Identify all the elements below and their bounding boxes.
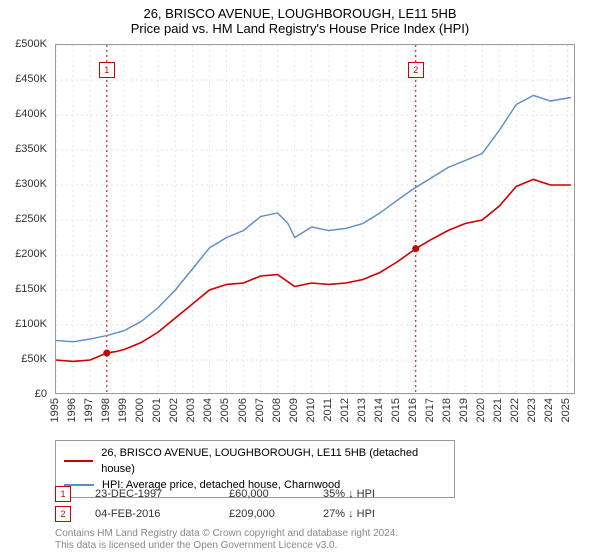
marker-badge-on-chart: 1 bbox=[99, 62, 115, 78]
y-tick-label: £500K bbox=[0, 38, 47, 50]
x-tick-label: 2001 bbox=[151, 398, 163, 422]
chart-title-1: 26, BRISCO AVENUE, LOUGHBOROUGH, LE11 5H… bbox=[0, 6, 600, 21]
x-tick-label: 2018 bbox=[441, 398, 453, 422]
x-tick-label: 2007 bbox=[254, 398, 266, 422]
x-tick-label: 1997 bbox=[83, 398, 95, 422]
legend-swatch-price-paid bbox=[64, 460, 93, 462]
legend-label-price-paid: 26, BRISCO AVENUE, LOUGHBOROUGH, LE11 5H… bbox=[101, 445, 446, 477]
x-tick-label: 1995 bbox=[49, 398, 61, 422]
y-tick-label: £100K bbox=[0, 318, 47, 330]
y-tick-label: £0 bbox=[0, 388, 47, 400]
x-tick-label: 2014 bbox=[373, 398, 385, 422]
x-tick-label: 2025 bbox=[560, 398, 572, 422]
marker-badge-icon: 1 bbox=[55, 486, 71, 502]
marker-price: £209,000 bbox=[229, 508, 299, 520]
footer-attribution: Contains HM Land Registry data © Crown c… bbox=[55, 528, 398, 552]
x-tick-label: 2015 bbox=[390, 398, 402, 422]
sale-markers-table: 1 23-DEC-1997 £60,000 35% ↓ HPI 2 04-FEB… bbox=[55, 484, 433, 524]
marker-price: £60,000 bbox=[229, 488, 299, 500]
x-tick-label: 1998 bbox=[100, 398, 112, 422]
x-tick-label: 2008 bbox=[271, 398, 283, 422]
x-tick-label: 2013 bbox=[356, 398, 368, 422]
x-tick-label: 2020 bbox=[475, 398, 487, 422]
marker-badge-on-chart: 2 bbox=[408, 62, 424, 78]
x-tick-label: 1999 bbox=[117, 398, 129, 422]
x-tick-label: 2012 bbox=[339, 398, 351, 422]
marker-date: 04-FEB-2016 bbox=[95, 508, 205, 520]
y-tick-label: £150K bbox=[0, 283, 47, 295]
x-tick-label: 2005 bbox=[219, 398, 231, 422]
x-tick-label: 2022 bbox=[509, 398, 521, 422]
x-tick-label: 2023 bbox=[526, 398, 538, 422]
footer-line-1: Contains HM Land Registry data © Crown c… bbox=[55, 528, 398, 540]
x-tick-label: 2002 bbox=[168, 398, 180, 422]
x-tick-label: 2010 bbox=[305, 398, 317, 422]
y-tick-label: £250K bbox=[0, 213, 47, 225]
y-tick-label: £400K bbox=[0, 108, 47, 120]
marker-badge-icon: 2 bbox=[55, 506, 71, 522]
x-tick-label: 1996 bbox=[66, 398, 78, 422]
x-tick-label: 2021 bbox=[492, 398, 504, 422]
x-tick-label: 2011 bbox=[322, 398, 334, 422]
marker-pct-vs-hpi: 35% ↓ HPI bbox=[323, 488, 433, 500]
marker-date: 23-DEC-1997 bbox=[95, 488, 205, 500]
chart-svg bbox=[56, 45, 576, 395]
x-tick-label: 2019 bbox=[458, 398, 470, 422]
footer-line-2: This data is licensed under the Open Gov… bbox=[55, 540, 398, 552]
x-tick-label: 2009 bbox=[288, 398, 300, 422]
y-tick-label: £200K bbox=[0, 248, 47, 260]
sale-marker-row: 2 04-FEB-2016 £209,000 27% ↓ HPI bbox=[55, 504, 433, 524]
x-tick-label: 2017 bbox=[424, 398, 436, 422]
x-tick-label: 2004 bbox=[202, 398, 214, 422]
plot-frame bbox=[55, 44, 575, 394]
y-tick-label: £50K bbox=[0, 353, 47, 365]
x-tick-label: 2000 bbox=[134, 398, 146, 422]
chart-title-2: Price paid vs. HM Land Registry's House … bbox=[0, 21, 600, 36]
x-tick-label: 2024 bbox=[543, 398, 555, 422]
x-tick-label: 2016 bbox=[407, 398, 419, 422]
x-tick-label: 2003 bbox=[185, 398, 197, 422]
chart-area: £0£50K£100K£150K£200K£250K£300K£350K£400… bbox=[55, 44, 575, 394]
chart-titles: 26, BRISCO AVENUE, LOUGHBOROUGH, LE11 5H… bbox=[0, 0, 600, 36]
x-tick-label: 2006 bbox=[237, 398, 249, 422]
legend-row: 26, BRISCO AVENUE, LOUGHBOROUGH, LE11 5H… bbox=[64, 445, 446, 477]
y-tick-label: £350K bbox=[0, 143, 47, 155]
sale-marker-row: 1 23-DEC-1997 £60,000 35% ↓ HPI bbox=[55, 484, 433, 504]
y-tick-label: £450K bbox=[0, 73, 47, 85]
marker-pct-vs-hpi: 27% ↓ HPI bbox=[323, 508, 433, 520]
y-tick-label: £300K bbox=[0, 178, 47, 190]
